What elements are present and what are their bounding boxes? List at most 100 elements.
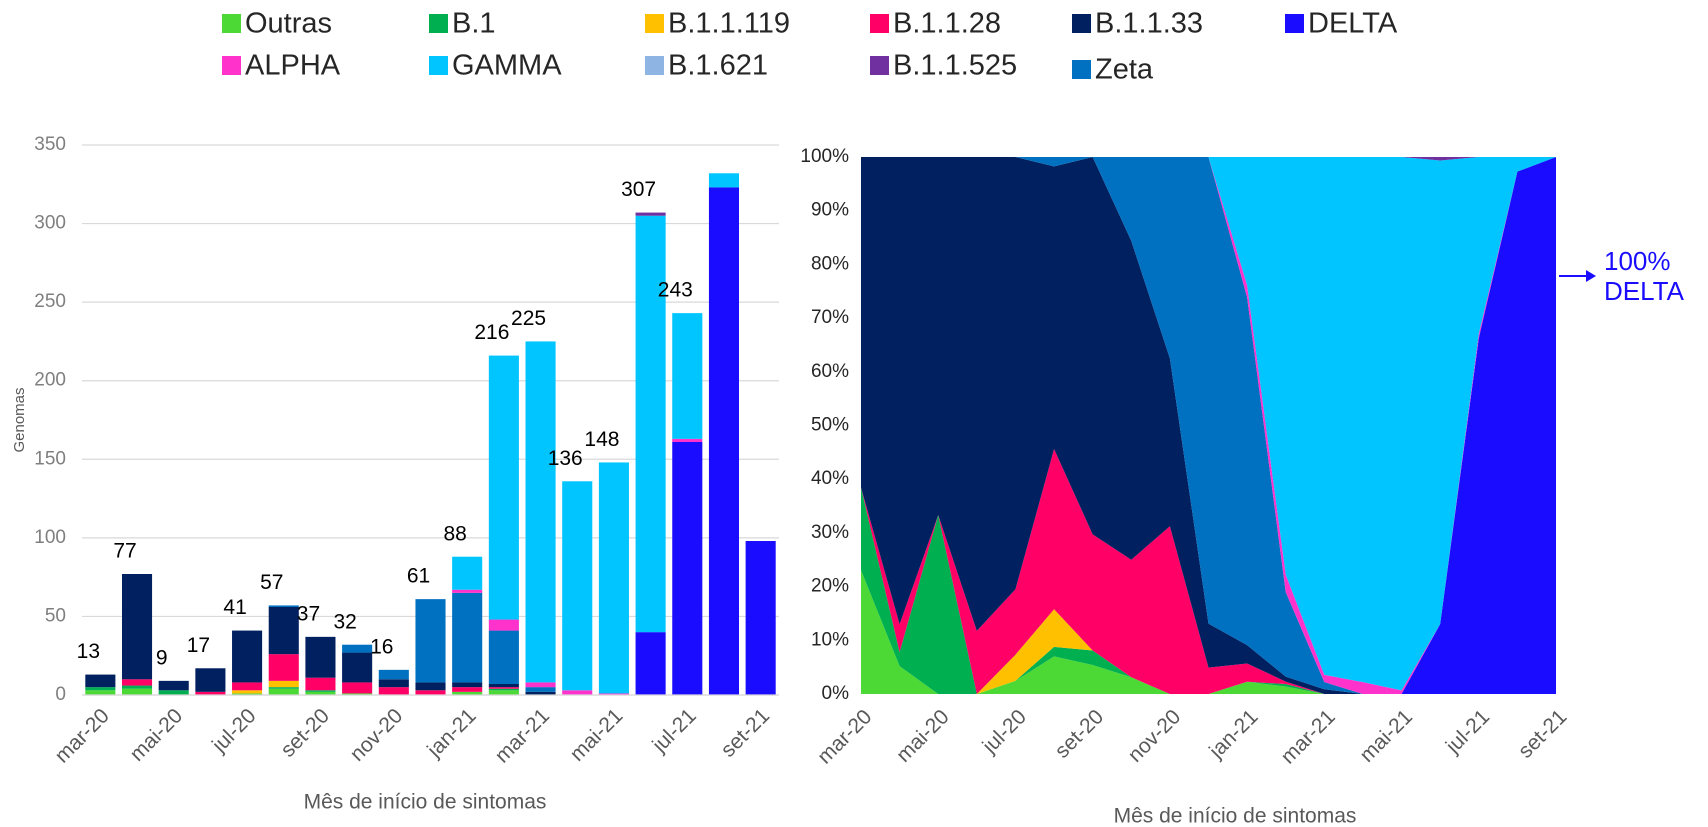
bar-segment	[305, 690, 336, 692]
bar-segment	[268, 687, 299, 689]
bar-segment	[488, 687, 519, 689]
bar-segment	[158, 690, 189, 695]
bar-segment	[635, 632, 666, 695]
total-label: 17	[187, 634, 210, 657]
x-tick-label: mar-20	[813, 705, 876, 768]
legend-label: B.1.621	[668, 50, 768, 82]
legend-label: B.1.1.28	[893, 8, 1001, 40]
x-tick-label: mar-20	[50, 704, 113, 767]
legend-swatch	[429, 14, 448, 33]
legend-swatch	[429, 56, 448, 75]
total-label: 57	[260, 571, 283, 594]
bar-segment	[232, 693, 263, 695]
bar-segment	[342, 693, 373, 695]
total-label: 216	[474, 321, 509, 344]
x-tick-label: set-20	[276, 704, 334, 762]
y-tick-label: 30%	[811, 522, 849, 543]
x-tick-label: set-21	[1514, 705, 1572, 763]
y-tick-label: 50	[45, 605, 66, 626]
bar-segment	[745, 541, 776, 695]
legend-label: Outras	[245, 8, 332, 40]
bar-segment	[488, 619, 519, 631]
annotation: DELTA	[1604, 276, 1685, 306]
total-label: 13	[77, 640, 100, 663]
legend-label: Zeta	[1095, 54, 1154, 86]
legend-label: B.1.1.525	[893, 50, 1017, 82]
y-tick-label: 90%	[811, 200, 849, 221]
bar-segment	[672, 442, 703, 695]
bar-segment	[85, 690, 116, 695]
bar-segment	[415, 682, 446, 691]
bar-segment	[598, 462, 629, 694]
area	[861, 157, 1556, 694]
bar-segment	[452, 592, 483, 683]
legend-swatch	[870, 56, 889, 75]
area	[861, 487, 1556, 694]
legend-swatch	[645, 56, 664, 75]
legend-swatch	[1072, 14, 1091, 33]
y-tick-label: 50%	[811, 415, 849, 436]
bar-segment	[121, 574, 153, 680]
legend-swatch	[1285, 14, 1304, 33]
bar-segment	[232, 682, 263, 691]
legend-label: B.1.1.119	[668, 8, 790, 40]
bar-segment	[562, 481, 593, 691]
legend-label: B.1	[452, 8, 496, 40]
bar-segment	[672, 438, 703, 442]
y-tick-label: 100%	[800, 146, 849, 167]
y-axis-label: Genomas	[11, 387, 28, 452]
y-tick-label: 0	[55, 684, 66, 705]
bar-segment	[85, 674, 116, 688]
bar-segment	[488, 688, 519, 691]
x-tick-label: nov-20	[346, 704, 408, 766]
annotation: 100%	[1604, 246, 1671, 276]
total-label: 16	[370, 635, 393, 658]
x-tick-label: mar-21	[1276, 705, 1339, 768]
bar-segment	[525, 682, 556, 688]
total-label: 225	[511, 307, 546, 330]
bar-segment	[452, 687, 483, 692]
bar-segment	[121, 685, 153, 689]
total-label: 148	[584, 428, 619, 451]
bar-segment	[488, 684, 519, 688]
y-tick-label: 10%	[811, 629, 849, 650]
y-tick-label: 0%	[822, 683, 850, 704]
legend-swatch	[222, 14, 241, 33]
bar-segment	[415, 599, 446, 683]
total-label: 136	[548, 447, 583, 470]
bar-segment	[598, 693, 629, 695]
bar-segment	[158, 680, 189, 691]
x-tick-label: jul-20	[207, 704, 260, 757]
bar-segment	[195, 668, 226, 692]
bar-segment	[452, 691, 483, 695]
y-tick-label: 40%	[811, 468, 849, 489]
bar-segment	[268, 607, 299, 655]
total-label: 61	[407, 565, 430, 588]
bar-segment	[378, 679, 409, 688]
area	[861, 487, 1556, 694]
bar-segment	[342, 644, 373, 653]
x-tick-label: jan-21	[1204, 705, 1262, 763]
bar-segment	[672, 313, 703, 439]
legend-swatch	[1072, 60, 1091, 79]
bar-segment	[305, 677, 336, 691]
area	[861, 157, 1556, 694]
bar-segment	[232, 630, 263, 683]
total-label: 307	[621, 178, 656, 201]
legend-label: DELTA	[1308, 8, 1398, 40]
legend-swatch	[222, 56, 241, 75]
x-tick-label: jan-21	[422, 704, 480, 762]
x-axis-label: Mês de início de sintomas	[304, 791, 547, 814]
x-tick-label: set-20	[1051, 705, 1109, 763]
total-label: 32	[333, 610, 356, 633]
bar-segment	[378, 687, 409, 695]
bar-segment	[232, 690, 263, 694]
bar-segment	[268, 688, 299, 695]
y-tick-label: 300	[34, 213, 66, 234]
bar-segment	[525, 691, 556, 695]
y-tick-label: 150	[34, 448, 66, 469]
x-tick-label: mar-21	[491, 704, 554, 767]
x-tick-label: mai-21	[566, 704, 628, 766]
y-tick-label: 100	[34, 527, 66, 548]
x-tick-label: mai-21	[1355, 705, 1417, 767]
